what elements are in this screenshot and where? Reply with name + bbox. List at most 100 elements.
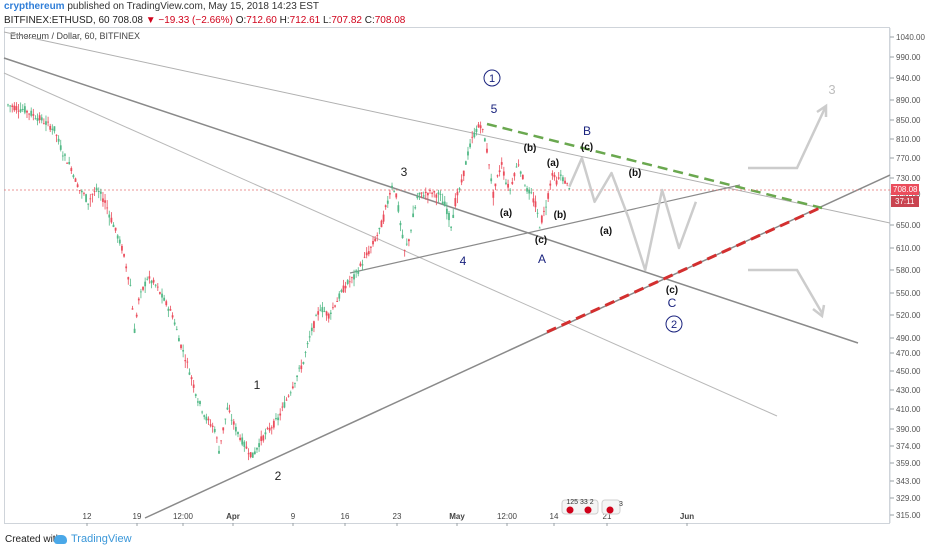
idea-badge-small-text: 3: [619, 501, 623, 508]
candle-body: [486, 148, 488, 153]
candle-body: [277, 417, 279, 421]
wave-label: (a): [500, 208, 512, 219]
candle-body: [547, 193, 550, 199]
tradingview-brand[interactable]: TradingView: [71, 533, 132, 545]
candle-body: [140, 291, 142, 293]
candle-body: [74, 178, 77, 182]
candle-body: [344, 285, 347, 289]
candle-body: [42, 123, 45, 125]
candle-body: [346, 280, 349, 284]
candle-body: [435, 194, 438, 198]
candle-body: [526, 188, 528, 192]
candle-body: [389, 193, 391, 195]
candle-body: [492, 191, 495, 198]
candle-body: [144, 281, 147, 287]
candle-body: [186, 361, 189, 363]
candle-body: [279, 413, 282, 416]
candle-body: [555, 180, 558, 185]
candle-body: [397, 205, 400, 212]
candle-body: [568, 188, 571, 190]
candle-body: [469, 143, 471, 148]
time-tick-label: Jun: [680, 512, 694, 521]
wave-label: (a): [547, 158, 559, 169]
major-support-line: [144, 174, 891, 519]
candle-body: [488, 164, 490, 166]
candle-body: [384, 205, 387, 208]
author-name[interactable]: crypthereum: [4, 1, 65, 12]
candle-body: [89, 198, 92, 200]
candle-body: [370, 246, 372, 248]
candle-body: [47, 121, 49, 123]
price-tick-label: 610.00: [896, 244, 921, 253]
wave-label: (c): [535, 235, 547, 246]
candle-body: [323, 311, 326, 312]
wedge-lower-line: [349, 184, 741, 274]
candle-body: [87, 203, 90, 205]
candle-body: [310, 327, 313, 332]
price-tick-label: 810.00: [896, 135, 921, 144]
candle-body: [45, 121, 47, 125]
price-tick-label: 343.00: [896, 477, 921, 486]
wave-label: (a): [600, 226, 612, 237]
candle-body: [378, 227, 381, 230]
resistance-dashed-line: [486, 122, 823, 210]
price-tick-label: 650.00: [896, 221, 921, 230]
price-tick-label: 770.00: [896, 154, 921, 163]
candle-body: [426, 192, 429, 196]
candle-body: [353, 274, 355, 280]
candle-body: [146, 278, 149, 280]
candle-body: [456, 191, 459, 196]
candle-body: [437, 192, 440, 195]
candle-body: [118, 239, 121, 244]
candle-body: [342, 285, 345, 293]
price-tick-label: 490.00: [896, 334, 921, 343]
candle-body: [291, 386, 294, 389]
candle-body: [137, 298, 140, 301]
candle-body: [460, 179, 463, 183]
candle-body: [298, 367, 301, 369]
price-tick-label: 315.00: [896, 511, 921, 520]
candle-body: [372, 240, 374, 245]
tradingview-logo-icon[interactable]: [54, 535, 67, 544]
candle-body: [306, 343, 309, 345]
candle-body: [165, 301, 168, 306]
projected-wave-path: [568, 156, 698, 272]
candle-body: [422, 195, 425, 197]
candle-body: [171, 315, 174, 318]
candle-body: [479, 125, 482, 129]
candle-body: [110, 217, 113, 223]
candle-body: [190, 377, 193, 380]
candle-body: [496, 175, 499, 177]
candle-body: [494, 183, 497, 187]
candle-body: [355, 270, 358, 273]
candle-body: [123, 254, 125, 257]
candle-body: [543, 210, 545, 212]
bullish-arrow-head: [816, 103, 828, 117]
price-tick-label: 520.00: [896, 311, 921, 320]
candle-body: [76, 184, 79, 188]
candle-body: [528, 189, 531, 194]
last-price-badge: [891, 184, 919, 195]
candle-body: [340, 290, 343, 292]
time-tick-label: May: [449, 512, 465, 521]
candle-body: [348, 281, 351, 283]
candle-body: [467, 151, 469, 156]
price-change: ▼ −19.33 (−2.66%): [145, 15, 233, 26]
candle-body: [34, 118, 37, 120]
candle-body: [357, 271, 360, 274]
candle-body: [477, 124, 480, 128]
candle-body: [412, 213, 415, 218]
candle-body: [131, 308, 134, 310]
candle-body: [315, 315, 317, 317]
candle-body: [329, 312, 332, 314]
candle-body: [553, 174, 556, 178]
candle-body: [237, 432, 239, 435]
candle-body: [28, 113, 30, 115]
candle-body: [313, 321, 315, 329]
candle-body: [220, 440, 223, 442]
candle-body: [61, 155, 64, 157]
candle-body: [386, 200, 389, 204]
price-tick-label: 1040.00: [896, 33, 925, 42]
candle-body: [258, 443, 260, 448]
